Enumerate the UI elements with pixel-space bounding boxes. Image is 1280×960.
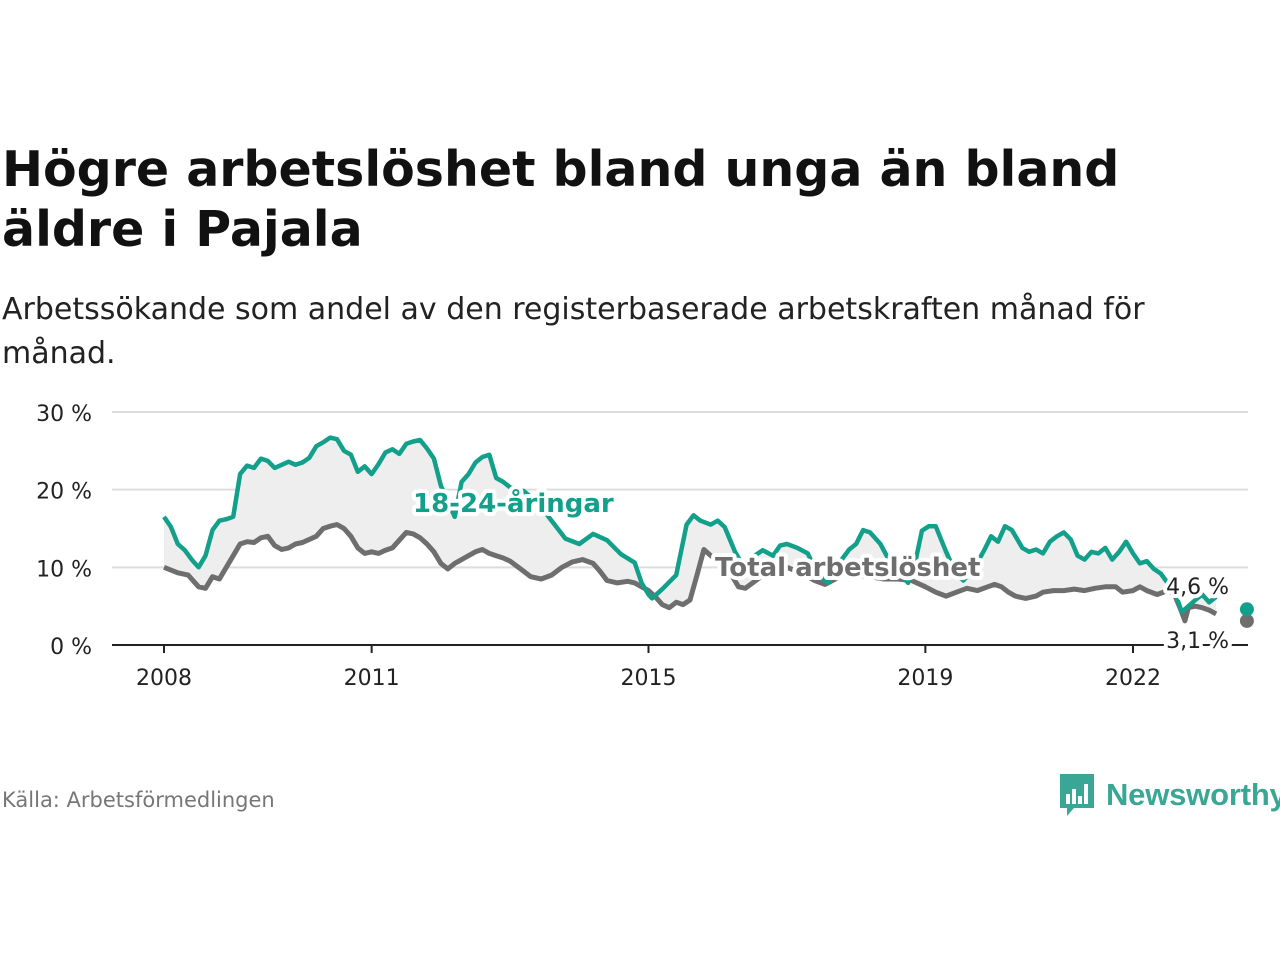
x-tick-label: 2019 <box>897 666 953 691</box>
x-tick-label: 2015 <box>621 666 677 691</box>
y-tick-label: 20 % <box>36 480 92 505</box>
x-tick-label: 2011 <box>344 666 400 691</box>
series-line-total <box>163 522 1218 624</box>
y-tick-label: 10 % <box>36 557 92 582</box>
line-chart: 0 % 10 % 20 % 30 % 2008 2011 2015 2019 2022 18-24… <box>36 402 1254 691</box>
brand-name: Newsworthy <box>1106 777 1280 812</box>
chart-subtitle: Arbetssökande som andel av den registerb… <box>2 292 1145 371</box>
end-value-label-youth: 4,6 % <box>1166 575 1229 600</box>
series-label-youth: 18-24-åringar <box>413 487 614 519</box>
series-line-youth <box>162 435 1218 614</box>
newsworthy-logo-icon <box>1060 774 1094 816</box>
end-marker-total <box>1239 613 1254 628</box>
newsworthy-logo[interactable]: Newsworthy <box>1058 770 1280 820</box>
x-tick-label: 2008 <box>136 666 192 691</box>
y-tick-label: 30 % <box>36 402 92 427</box>
source-note: Källa: Arbetsförmedlingen <box>2 788 275 812</box>
series-gap-band <box>164 437 1217 621</box>
x-tick-label: 2022 <box>1105 666 1161 691</box>
y-tick-label: 0 % <box>50 635 92 660</box>
series-label-total: Total arbetslöshet <box>715 553 980 583</box>
end-value-label-total: 3,1 % <box>1166 629 1229 654</box>
chart-title: Högre arbetslöshet bland unga än bland ä… <box>2 141 1120 258</box>
end-marker-youth <box>1239 602 1254 617</box>
